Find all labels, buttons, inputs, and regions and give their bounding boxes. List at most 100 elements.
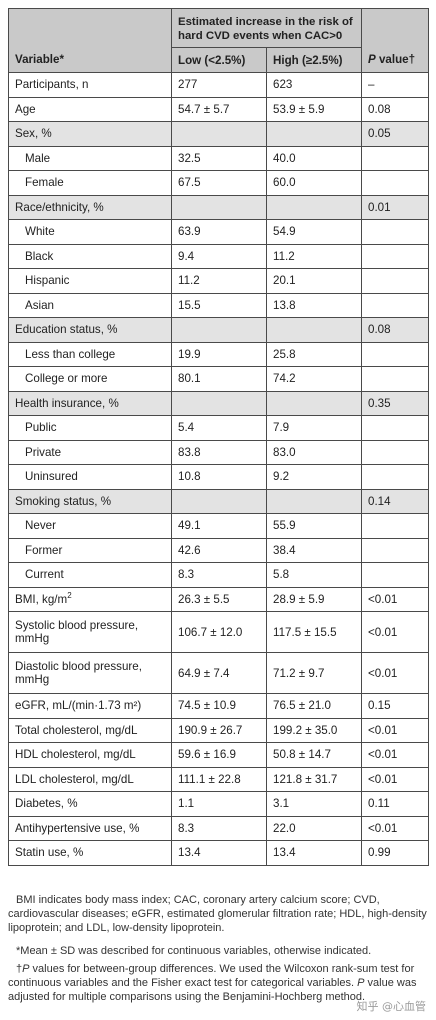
table-row: Asian 15.5 13.8	[8, 292, 429, 318]
cell-low: 26.3 ± 5.5	[171, 586, 267, 612]
cell-high: 53.9 ± 5.9	[266, 96, 362, 122]
cell-low: 8.3	[171, 562, 267, 588]
table-row: HDL cholesterol, mg/dL 59.6 ± 16.9 50.8 ± …	[8, 742, 429, 768]
cell-p-value: 0.08	[361, 317, 429, 343]
cell-high: 5.8	[266, 562, 362, 588]
row-label: Male	[8, 145, 172, 171]
cell-p-value	[361, 292, 429, 318]
row-label: Current	[8, 562, 172, 588]
cell-high: 11.2	[266, 243, 362, 269]
table-body: Participants, n 277 623– Age 54.7 ± 5.7 53.9 …	[8, 72, 429, 866]
row-label: LDL cholesterol, mg/dL	[8, 766, 172, 792]
cell-low: 9.4	[171, 243, 267, 269]
row-label: College or more	[8, 366, 172, 392]
row-label: Antihypertensive use, %	[8, 815, 172, 841]
footnote-p-italic: P	[22, 962, 30, 975]
footnote-p-text: values for between-group differences. We…	[8, 962, 415, 990]
table-row: Uninsured 10.8 9.2	[8, 464, 429, 490]
row-label: Public	[8, 415, 172, 441]
row-label: Hispanic	[8, 268, 172, 294]
table-row: Hispanic 11.2 20.1	[8, 268, 429, 294]
header-p-italic: P	[368, 53, 376, 66]
cell-low: 49.1	[171, 513, 267, 539]
row-label: White	[8, 219, 172, 245]
header-p-value: P value†	[361, 8, 429, 73]
cell-p-value	[361, 268, 429, 294]
header-p-rest: value†	[375, 53, 416, 66]
row-label: Education status, %	[8, 317, 172, 343]
row-label: Total cholesterol, mg/dL	[8, 717, 172, 743]
cell-high: 40.0	[266, 145, 362, 171]
row-label: Sex, %	[8, 121, 172, 147]
table-row: Never 49.1 55.9	[8, 513, 429, 539]
cell-p-value	[361, 243, 429, 269]
cell-low: 63.9	[171, 219, 267, 245]
row-label: BMI, kg/m2	[8, 586, 172, 612]
table-row: Public 5.4 7.9	[8, 415, 429, 441]
cell-low: 19.9	[171, 341, 267, 367]
watermark: 知乎 @心血管	[356, 1000, 427, 1013]
footnote-dagger: †	[16, 962, 23, 975]
cell-high: 28.9 ± 5.9	[266, 586, 362, 612]
cell-low: 190.9 ± 26.7	[171, 717, 267, 743]
cell-low	[171, 488, 267, 514]
row-label: Health insurance, %	[8, 390, 172, 416]
cell-high: 76.5 ± 21.0	[266, 693, 362, 719]
section-row: Health insurance, % 0.35	[8, 390, 429, 416]
cell-high: 13.4	[266, 840, 362, 866]
table-row: Total cholesterol, mg/dL 190.9 ± 26.7 199.…	[8, 717, 429, 743]
cell-p-value: <0.01	[361, 652, 429, 694]
cell-high	[266, 488, 362, 514]
cell-p-value	[361, 513, 429, 539]
table-row: Private 83.8 83.0	[8, 439, 429, 465]
cell-high	[266, 121, 362, 147]
row-label: Diabetes, %	[8, 791, 172, 817]
cell-high: 55.9	[266, 513, 362, 539]
cell-low: 32.5	[171, 145, 267, 171]
cell-p-value: 0.01	[361, 194, 429, 220]
cell-low	[171, 121, 267, 147]
row-label: Race/ethnicity, %	[8, 194, 172, 220]
cell-low: 74.5 ± 10.9	[171, 693, 267, 719]
table-row: Female 67.5 60.0	[8, 170, 429, 196]
cell-low: 1.1	[171, 791, 267, 817]
row-label: Private	[8, 439, 172, 465]
row-label: Black	[8, 243, 172, 269]
table-row: Participants, n 277 623–	[8, 72, 429, 98]
footnote-mean: *Mean ± SD was described for continuous …	[16, 944, 372, 957]
cell-low: 13.4	[171, 840, 267, 866]
cell-high	[266, 317, 362, 343]
cell-low: 277	[171, 72, 267, 98]
cell-p-value: 0.08	[361, 96, 429, 122]
cell-high: 117.5 ± 15.5	[266, 611, 362, 653]
row-label: Less than college	[8, 341, 172, 367]
cell-high: 25.8	[266, 341, 362, 367]
footnote-adj-text: value was adjusted for multiple comparis…	[8, 977, 417, 1004]
cell-p-value: –	[361, 72, 429, 98]
row-label: Uninsured	[8, 464, 172, 490]
cell-high: 623	[266, 72, 362, 98]
cell-p-value	[361, 415, 429, 441]
cell-p-value: 0.11	[361, 791, 429, 817]
cell-p-value: 0.14	[361, 488, 429, 514]
cell-high	[266, 194, 362, 220]
cell-high: 38.4	[266, 537, 362, 563]
characteristics-table: Variable* Estimated increase in the risk…	[8, 8, 429, 866]
row-label: Diastolic blood pressure, mmHg	[8, 652, 172, 694]
header-row-sub: Low (<2.5%) High (≥2.5%)	[9, 47, 429, 73]
table-row: Age 54.7 ± 5.7 53.9 ± 5.9 0.08	[8, 96, 429, 122]
cell-low: 59.6 ± 16.9	[171, 742, 267, 768]
table-row: Current 8.3 5.8	[8, 562, 429, 588]
cell-p-value: <0.01	[361, 611, 429, 653]
footnote-p-values: †P values for between-group differences.…	[8, 962, 428, 1005]
cell-low	[171, 390, 267, 416]
table-footnotes: BMI indicates body mass index; CAC, coro…	[8, 893, 428, 1008]
cell-p-value: <0.01	[361, 742, 429, 768]
cell-low: 67.5	[171, 170, 267, 196]
header-low: Low (<2.5%)	[171, 47, 267, 73]
row-label: Age	[8, 96, 172, 122]
section-row: Race/ethnicity, % 0.01	[8, 194, 429, 220]
row-label: eGFR, mL/(min·1.73 m²)	[8, 693, 172, 719]
cell-low: 83.8	[171, 439, 267, 465]
table-row: LDL cholesterol, mg/dL 111.1 ± 22.8 121.8 …	[8, 766, 429, 792]
